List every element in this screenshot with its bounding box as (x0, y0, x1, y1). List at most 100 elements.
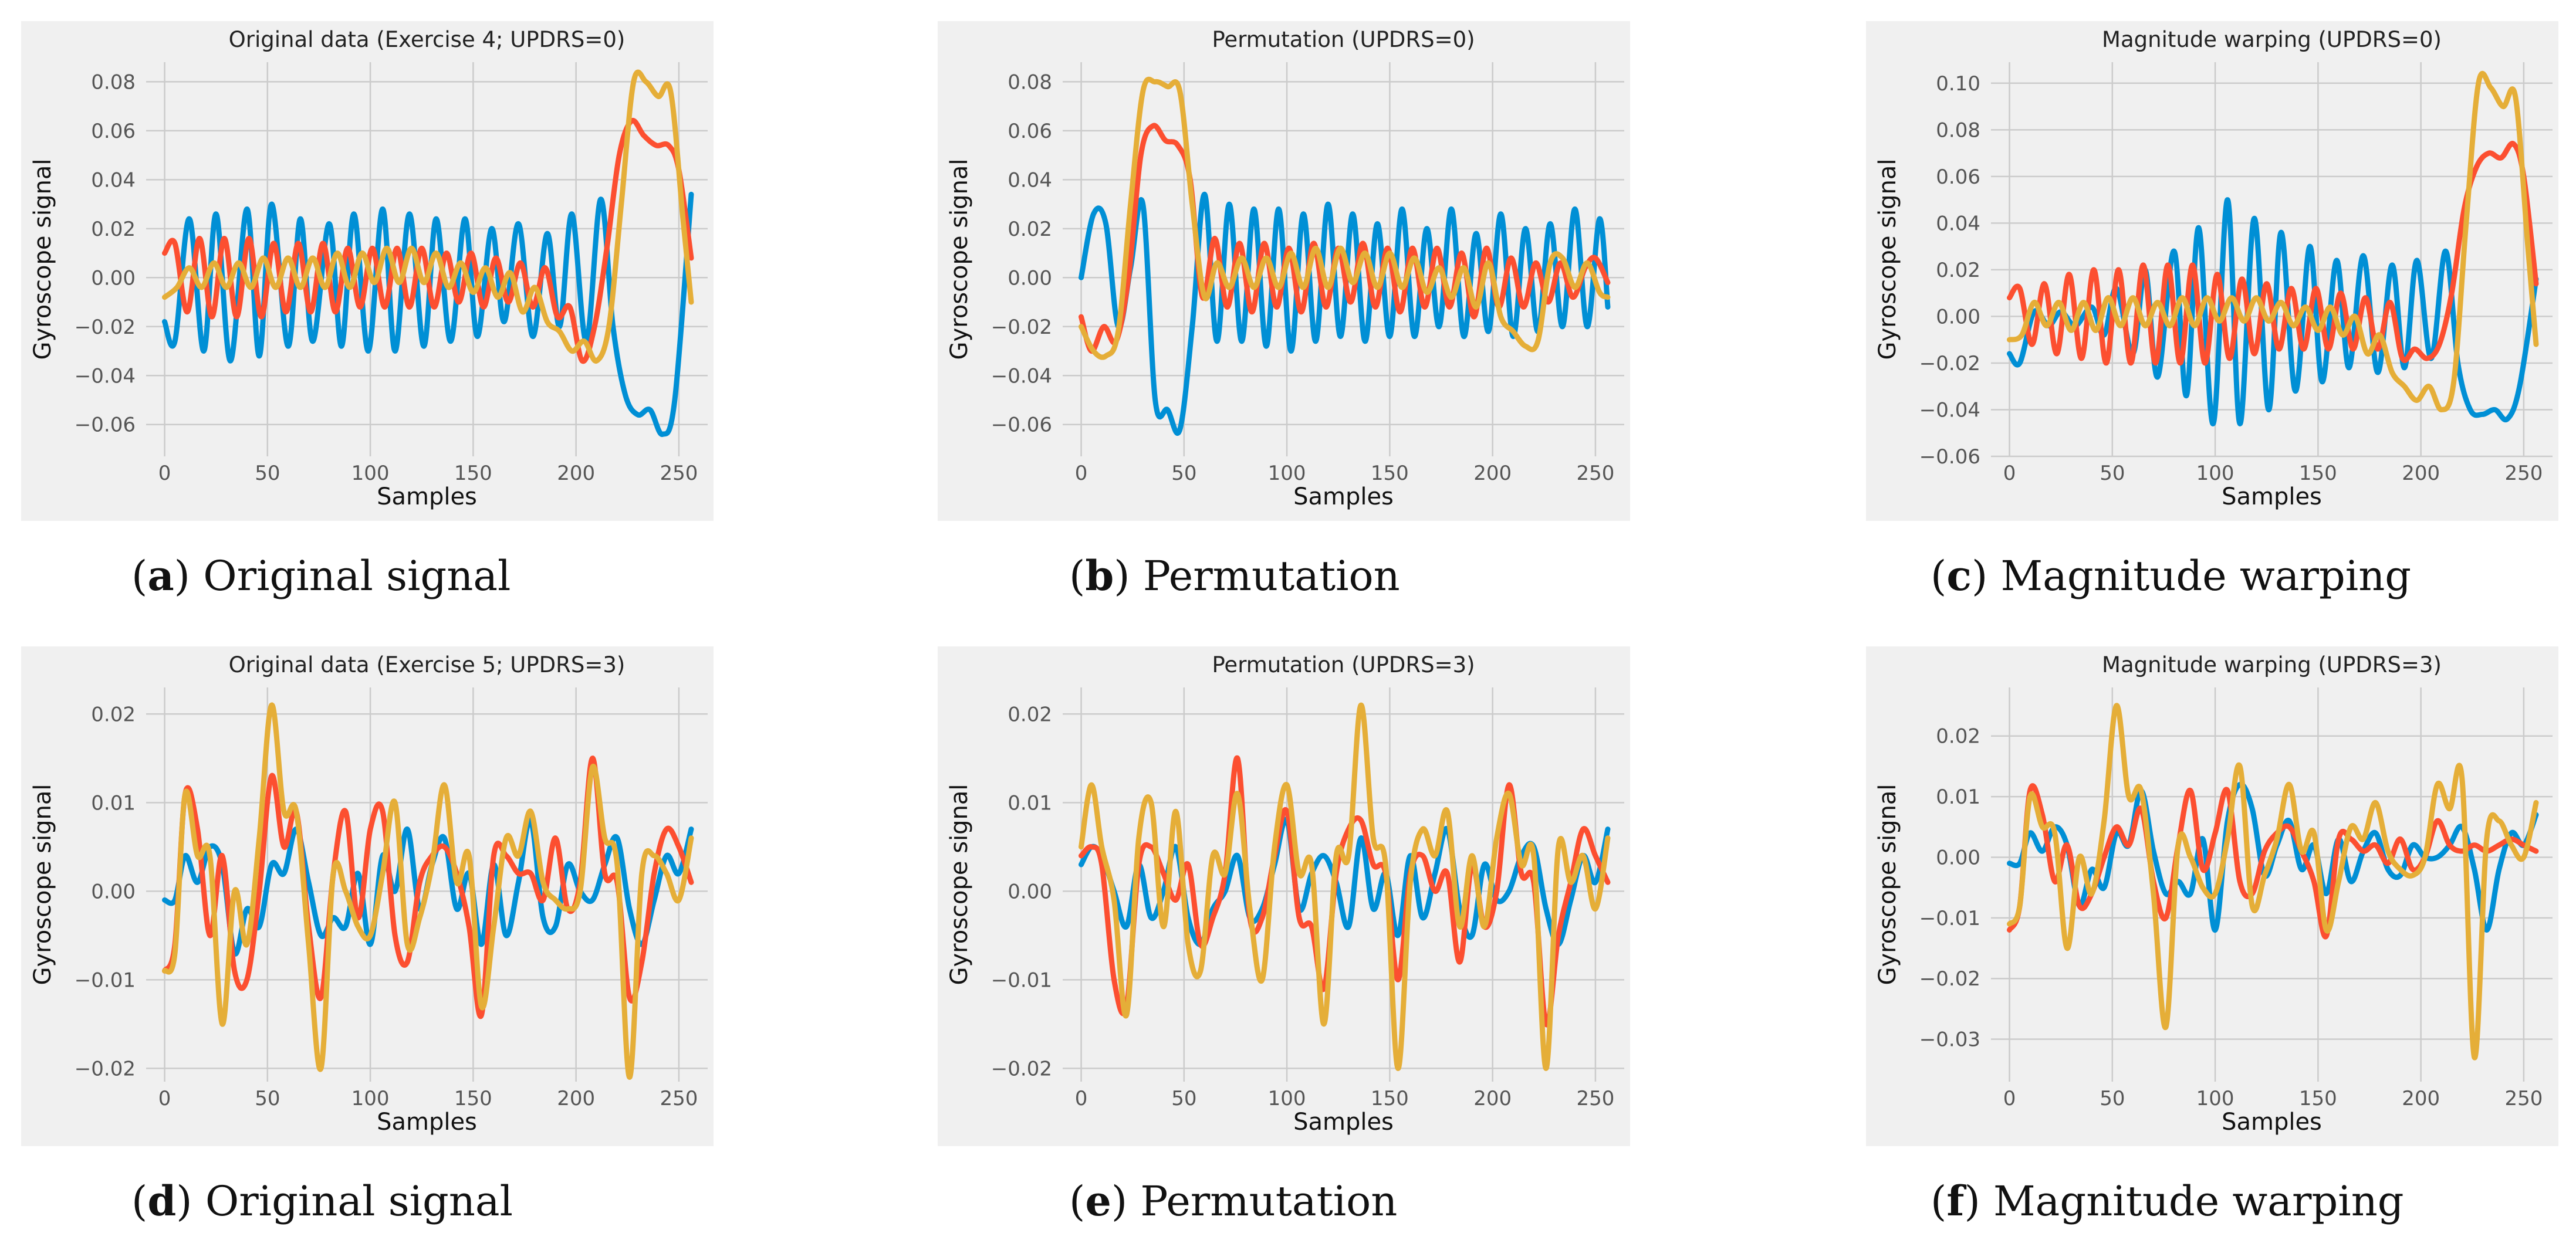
x-tick-label: 200 (1473, 1087, 1512, 1110)
y-tick-label: 0.04 (1936, 212, 1980, 235)
y-tick-label: 0.00 (1936, 846, 1980, 869)
y-tick-label: 0.02 (91, 218, 136, 241)
chart-f: 0 50 100 150 200 250 −0.03 −0.02 −0.01 0.00 0.01 0.… (1874, 652, 2553, 1136)
series-line-series3 (1079, 702, 1611, 1071)
y-tick-label: 0.02 (1008, 218, 1052, 241)
y-tick-label: 0.02 (1936, 259, 1980, 282)
y-tick-label: −0.06 (991, 414, 1052, 437)
y-tick-label: 0.02 (91, 703, 136, 726)
y-tick-label: 0.06 (1936, 165, 1980, 189)
x-tick-label: 0 (1075, 462, 1088, 485)
x-tick-label: 200 (2402, 462, 2440, 485)
chart-e: 0 50 100 150 200 250 −0.02 −0.01 0.00 0.01 0.02 Per… (946, 652, 1624, 1136)
chart-panel-a: 0 50 100 150 200 250 −0.06 −0.04 −0.02 0.00 0.02 0.… (21, 21, 714, 521)
y-tick-label: 0.00 (91, 266, 136, 290)
y-tick-label: −0.06 (1919, 445, 1980, 469)
caption-text: Original signal (203, 552, 511, 600)
chart-panel-e: 0 50 100 150 200 250 −0.02 −0.01 0.00 0.01 0.02 Per… (938, 646, 1630, 1146)
chart-panel-d: 0 50 100 150 200 250 −0.02 −0.01 0.00 0.01 0.02 Ori… (21, 646, 714, 1146)
x-tick-label: 0 (2003, 1087, 2016, 1110)
x-tick-label: 150 (1371, 462, 1409, 485)
y-tick-label: 0.04 (1008, 168, 1052, 192)
caption-letter: a (147, 551, 174, 600)
y-tick-label: 0.10 (1936, 72, 1980, 96)
x-tick-label: 0 (2003, 462, 2016, 485)
x-tick-label: 250 (1576, 462, 1614, 485)
x-tick-label: 200 (2402, 1087, 2440, 1110)
y-axis-label: Gyroscope signal (946, 784, 973, 985)
chart-title: Magnitude warping (UPDRS=0) (2102, 27, 2442, 52)
caption-f: (f) Magnitude warping (1931, 1177, 2404, 1225)
caption-letter: d (147, 1177, 177, 1225)
chart-title: Original data (Exercise 5; UPDRS=3) (229, 652, 626, 677)
y-tick-label: 0.01 (1008, 791, 1052, 815)
x-tick-label: 200 (557, 462, 595, 485)
x-tick-label: 250 (1576, 1087, 1614, 1110)
y-axis-label: Gyroscope signal (29, 784, 56, 985)
series-line-series1 (1079, 191, 1611, 436)
chart-panel-b: 0 50 100 150 200 250 −0.06 −0.04 −0.02 0.00 0.02 0.… (938, 21, 1630, 521)
y-tick-label: 0.00 (1008, 266, 1052, 290)
caption-d: (d) Original signal (131, 1177, 513, 1225)
x-axis-label: Samples (1293, 1109, 1394, 1136)
chart-b: 0 50 100 150 200 250 −0.06 −0.04 −0.02 0.00 0.02 0.… (946, 27, 1624, 510)
series-line-series3 (2007, 70, 2539, 412)
x-axis-label: Samples (377, 1109, 477, 1136)
x-tick-label: 250 (2504, 462, 2543, 485)
y-tick-label: 0.04 (91, 168, 136, 192)
x-tick-label: 150 (454, 1087, 492, 1110)
x-tick-label: 250 (2504, 1087, 2543, 1110)
caption-text: Magnitude warping (1993, 1177, 2404, 1225)
series-line-series3 (2007, 703, 2539, 1061)
caption-c: (c) Magnitude warping (1931, 551, 2412, 600)
y-tick-label: −0.02 (1919, 352, 1980, 375)
x-tick-label: 50 (255, 462, 280, 485)
x-tick-label: 150 (2299, 462, 2337, 485)
x-tick-label: 0 (158, 1087, 171, 1110)
caption-text: Original signal (205, 1177, 513, 1225)
series-line-series2 (2007, 141, 2539, 366)
x-tick-label: 250 (660, 1087, 698, 1110)
y-tick-label: 0.00 (1936, 305, 1980, 328)
caption-a: (a) Original signal (131, 551, 511, 600)
x-tick-label: 100 (1268, 1087, 1306, 1110)
y-tick-label: −0.01 (991, 968, 1052, 992)
y-tick-label: −0.04 (1919, 398, 1980, 422)
x-tick-label: 150 (454, 462, 492, 485)
chart-title: Magnitude warping (UPDRS=3) (2102, 652, 2442, 677)
x-tick-label: 0 (158, 462, 171, 485)
caption-letter: e (1085, 1177, 1111, 1225)
series-line-series3 (162, 69, 694, 364)
y-tick-label: 0.00 (91, 880, 136, 903)
chart-panel-c: 0 50 100 150 200 250 −0.06 −0.04 −0.02 0.00 0.02 0.… (1866, 21, 2558, 521)
series-line-series3 (162, 702, 694, 1080)
caption-e: (e) Permutation (1069, 1177, 1398, 1225)
chart-d: 0 50 100 150 200 250 −0.02 −0.01 0.00 0.01 0.02 Ori… (29, 652, 708, 1136)
x-axis-label: Samples (377, 483, 477, 510)
y-tick-label: 0.06 (1008, 120, 1052, 143)
caption-letter: c (1946, 551, 1972, 600)
y-tick-label: −0.02 (75, 316, 136, 339)
series-line-series3 (1079, 76, 1611, 360)
y-tick-label: 0.08 (91, 70, 136, 94)
x-axis-label: Samples (2222, 1109, 2322, 1136)
chart-c: 0 50 100 150 200 250 −0.06 −0.04 −0.02 0.00 0.02 0.… (1874, 27, 2553, 510)
y-tick-label: 0.02 (1008, 703, 1052, 726)
x-tick-label: 50 (2100, 1087, 2125, 1110)
y-tick-label: −0.01 (1919, 907, 1980, 930)
y-axis-label: Gyroscope signal (946, 158, 973, 360)
y-tick-label: 0.08 (1008, 70, 1052, 94)
x-tick-label: 250 (660, 462, 698, 485)
chart-title: Permutation (UPDRS=3) (1212, 652, 1475, 677)
y-tick-label: −0.03 (1919, 1028, 1980, 1052)
y-tick-label: −0.02 (75, 1057, 136, 1080)
y-tick-label: −0.04 (991, 364, 1052, 388)
chart-a: 0 50 100 150 200 250 −0.06 −0.04 −0.02 0.00 0.02 0.… (29, 27, 708, 510)
x-axis-label: Samples (2222, 483, 2322, 510)
x-tick-label: 100 (1268, 462, 1306, 485)
y-tick-label: 0.01 (91, 791, 136, 815)
caption-letter: b (1085, 551, 1114, 600)
caption-text: Magnitude warping (2000, 552, 2412, 600)
y-tick-label: −0.04 (75, 364, 136, 388)
x-tick-label: 50 (1171, 1087, 1196, 1110)
